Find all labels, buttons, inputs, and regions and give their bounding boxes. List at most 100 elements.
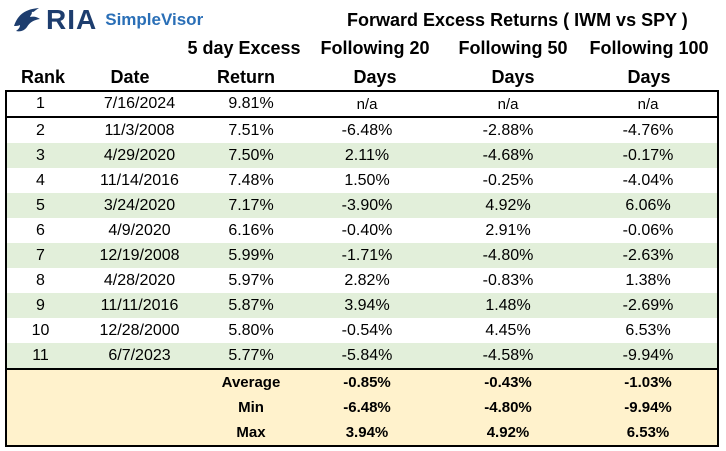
cell-rank: 1	[36, 95, 45, 112]
cell-f20: -5.84%	[341, 346, 393, 364]
table-title: Forward Excess Returns ( IWM vs SPY )	[347, 10, 688, 30]
cell-f100: -2.69%	[622, 296, 674, 314]
summary-f50: -4.80%	[484, 399, 532, 416]
cell-f50: 1.48%	[485, 296, 531, 314]
cell-f50: n/a	[497, 95, 519, 113]
cell-return: 5.80%	[228, 321, 274, 339]
cell-f20: 2.11%	[344, 146, 390, 164]
cell-f50: 2.91%	[485, 221, 531, 239]
summary-row-min: Min -6.48% -4.80% -9.94%	[7, 395, 717, 420]
header-rank: Rank	[20, 67, 65, 87]
cell-f100: -9.94%	[622, 346, 674, 364]
cell-f100: -0.17%	[622, 146, 674, 164]
cell-f20: -0.40%	[341, 221, 393, 239]
cell-rank: 4	[36, 171, 45, 189]
cell-date: 7/16/2024	[103, 95, 176, 112]
summary-f20: -0.85%	[343, 374, 391, 391]
summary-row-max: Max 3.94% 4.92% 6.53%	[7, 420, 717, 445]
cell-return: 5.97%	[228, 271, 274, 289]
table-row: 6 4/9/2020 6.16% -0.40% 2.91% -0.06%	[7, 218, 717, 243]
summary-f100: -9.94%	[624, 399, 672, 416]
cell-return: 5.87%	[228, 296, 274, 314]
summary-block: Average -0.85% -0.43% -1.03% Min -6.48% …	[7, 368, 717, 445]
cell-f50: -2.88%	[482, 121, 534, 139]
header-f20-days: Days	[353, 67, 397, 87]
cell-f50: 4.45%	[485, 321, 531, 339]
header-f20-line1: Following 20	[320, 38, 430, 58]
product-name: SimpleVisor	[105, 10, 204, 29]
summary-f50: -0.43%	[484, 374, 532, 391]
cell-f20: -1.71%	[341, 246, 393, 264]
brand-name: RIA	[46, 4, 98, 35]
header-f100-line1: Following 100	[589, 38, 709, 58]
table-row: 3 4/29/2020 7.50% 2.11% -4.68% -0.17%	[7, 143, 717, 168]
cell-rank: 3	[36, 146, 45, 164]
cell-rank: 7	[36, 246, 45, 264]
cell-f100: 1.38%	[625, 271, 671, 289]
cell-rank: 5	[36, 196, 45, 214]
cell-f100: n/a	[637, 95, 659, 113]
cell-f20: -6.48%	[341, 121, 393, 139]
cell-f50: -4.68%	[482, 146, 534, 164]
table-row: 5 3/24/2020 7.17% -3.90% 4.92% 6.06%	[7, 193, 717, 218]
header-return-line1: 5 day Excess	[187, 38, 301, 58]
cell-f100: -4.76%	[622, 121, 674, 139]
cell-date: 12/19/2008	[99, 246, 180, 264]
cell-f100: -2.63%	[622, 246, 674, 264]
table-row: 7 12/19/2008 5.99% -1.71% -4.80% -2.63%	[7, 243, 717, 268]
cell-date: 3/24/2020	[103, 196, 176, 214]
cell-f50: -0.83%	[482, 271, 534, 289]
cell-date: 6/7/2023	[108, 346, 171, 364]
summary-f100: -1.03%	[624, 374, 672, 391]
cell-return: 5.99%	[228, 246, 274, 264]
cell-f50: -0.25%	[482, 171, 534, 189]
summary-label: Max	[236, 424, 266, 441]
cell-rank: 8	[36, 271, 45, 289]
table-row: 4 11/14/2016 7.48% 1.50% -0.25% -4.04%	[7, 168, 717, 193]
header-f50-line1: Following 50	[458, 38, 568, 58]
summary-f20: 3.94%	[345, 424, 389, 441]
cell-return: 5.77%	[228, 346, 274, 364]
cell-rank: 10	[31, 321, 50, 339]
cell-return: 9.81%	[228, 95, 274, 112]
ria-logo: RIA SimpleVisor	[12, 6, 203, 34]
cell-f100: -4.04%	[622, 171, 674, 189]
cell-f20: 2.82%	[344, 271, 390, 289]
eagle-icon	[14, 8, 40, 32]
table-row: 1 7/16/2024 9.81% n/a n/a n/a	[7, 92, 717, 118]
header-date: Date	[110, 67, 150, 87]
returns-table: 1 7/16/2024 9.81% n/a n/a n/a 2 11/3/200…	[5, 90, 719, 447]
header-f50-days: Days	[491, 67, 535, 87]
table-row: 9 11/11/2016 5.87% 3.94% 1.48% -2.69%	[7, 293, 717, 318]
cell-date: 11/11/2016	[100, 296, 179, 314]
cell-date: 11/3/2008	[104, 121, 175, 139]
cell-f100: -0.06%	[622, 221, 674, 239]
cell-return: 6.16%	[228, 221, 274, 239]
table-row: 10 12/28/2000 5.80% -0.54% 4.45% 6.53%	[7, 318, 717, 343]
cell-f100: 6.53%	[625, 321, 671, 339]
cell-return: 7.48%	[228, 171, 274, 189]
cell-date: 12/28/2000	[99, 321, 180, 339]
cell-f20: 1.50%	[344, 171, 390, 189]
cell-date: 4/29/2020	[103, 146, 176, 164]
cell-f20: 3.94%	[344, 296, 390, 314]
cell-f20: -0.54%	[341, 321, 393, 339]
cell-f50: -4.80%	[482, 246, 534, 264]
cell-rank: 6	[36, 221, 45, 239]
cell-return: 7.50%	[228, 146, 274, 164]
table-row: 11 6/7/2023 5.77% -5.84% -4.58% -9.94%	[7, 343, 717, 368]
cell-f20: -3.90%	[341, 196, 393, 214]
cell-rank: 9	[36, 296, 45, 314]
summary-f20: -6.48%	[343, 399, 391, 416]
cell-date: 4/28/2020	[103, 271, 176, 289]
table-row: 8 4/28/2020 5.97% 2.82% -0.83% 1.38%	[7, 268, 717, 293]
summary-row-average: Average -0.85% -0.43% -1.03%	[7, 370, 717, 395]
cell-f100: 6.06%	[625, 196, 671, 214]
cell-f50: 4.92%	[485, 196, 531, 214]
header-return-line2: Return	[217, 67, 275, 87]
cell-rank: 11	[32, 346, 49, 364]
summary-f100: 6.53%	[626, 424, 670, 441]
summary-label: Min	[238, 399, 264, 416]
cell-return: 7.17%	[228, 196, 274, 214]
